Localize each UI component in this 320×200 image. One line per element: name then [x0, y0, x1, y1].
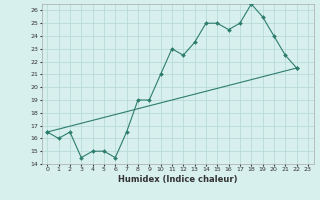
X-axis label: Humidex (Indice chaleur): Humidex (Indice chaleur)	[118, 175, 237, 184]
